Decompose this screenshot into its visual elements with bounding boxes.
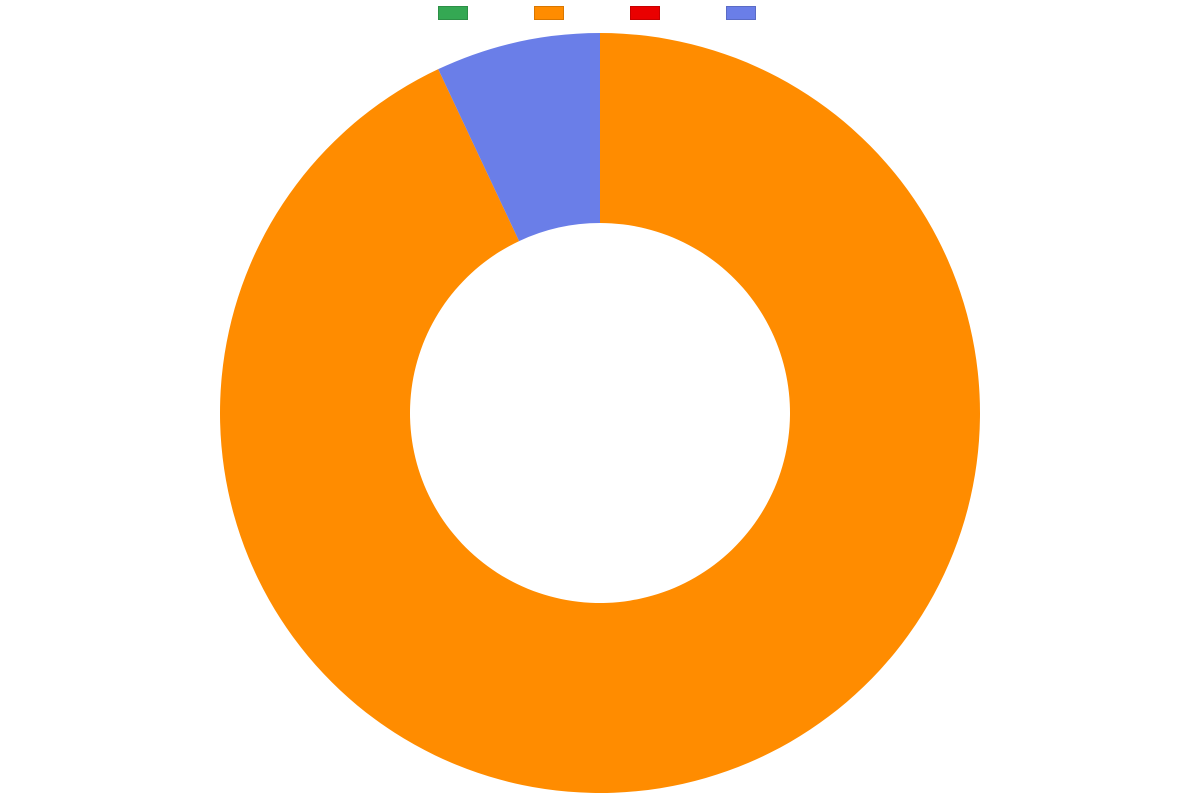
legend [0,6,1200,20]
legend-item [534,6,570,20]
donut-plot-area [0,26,1200,800]
donut-chart [0,0,1200,800]
legend-swatch [534,6,564,20]
legend-swatch [438,6,468,20]
legend-item [630,6,666,20]
legend-item [438,6,474,20]
legend-swatch [630,6,660,20]
donut-svg [218,31,982,795]
legend-swatch [726,6,756,20]
legend-item [726,6,762,20]
